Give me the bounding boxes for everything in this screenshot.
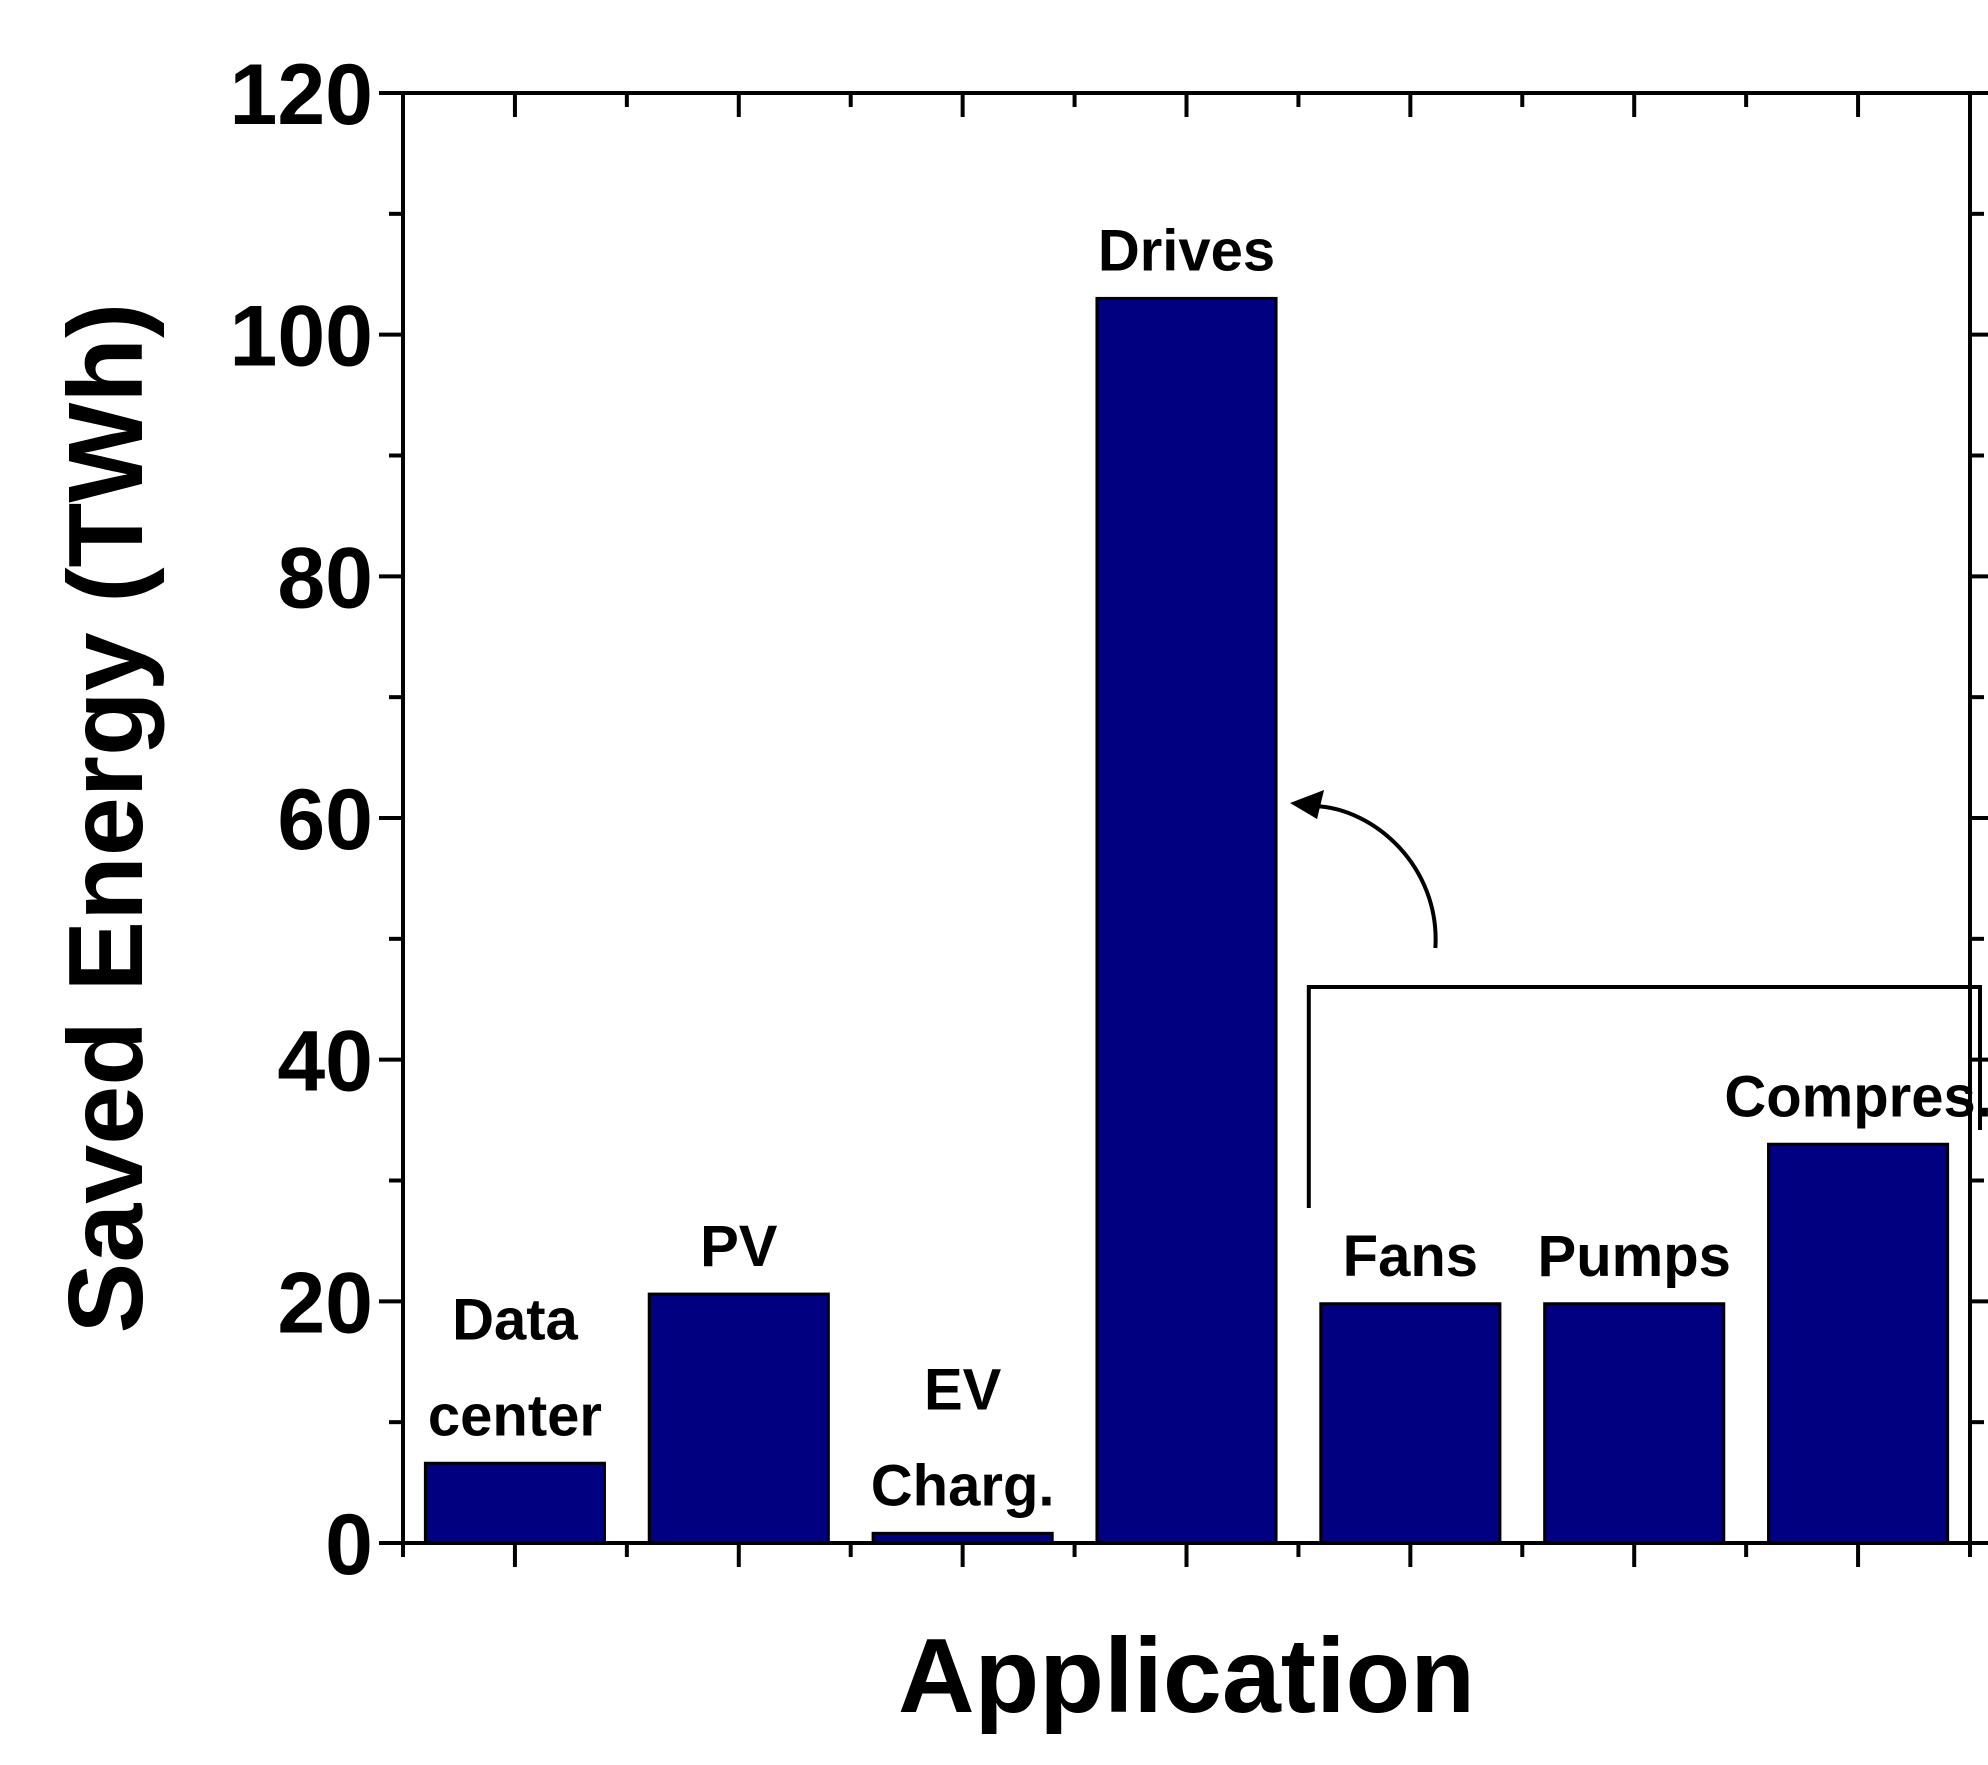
bars-layer (423, 296, 1950, 1545)
bar-fans (1319, 1302, 1502, 1545)
y-tick-label-80: 80 (277, 530, 373, 626)
bar-label-ev-charg-line-2: Charg. (871, 1453, 1055, 1518)
bar-drives (1095, 296, 1278, 1545)
bar-label-ev-charg-line-1: EV (924, 1357, 1002, 1422)
bar-label-pv: PV (700, 1214, 778, 1279)
bar-label-compres: Compres. (1724, 1064, 1988, 1129)
bar-label-pumps: Pumps (1538, 1224, 1731, 1289)
bar-label-fans: Fans (1343, 1224, 1478, 1289)
bar-compres (1767, 1142, 1950, 1545)
y-tick-label-20: 20 (277, 1255, 373, 1351)
bar-label-drives: Drives (1098, 218, 1275, 283)
y-tick-labels: 0 20 40 60 80 100 120 (230, 47, 374, 1593)
bar-pv (647, 1292, 830, 1545)
y-tick-label-60: 60 (277, 772, 373, 868)
ticks-layer (379, 91, 1988, 1567)
y-axis-title: Saved Energy (TWh) (47, 303, 165, 1334)
arrow-head (1290, 790, 1325, 819)
bar-label-data-center-line-2: center (428, 1383, 602, 1448)
y-tick-label-120: 120 (230, 47, 374, 143)
bar-data-center (423, 1461, 606, 1545)
bar-labels-layer: Data center PV EV Charg. Drives Fans Pumps Compr… (428, 218, 1988, 1518)
y-tick-label-100: 100 (230, 289, 374, 385)
y-tick-label-0: 0 (325, 1497, 373, 1593)
bracket-arrow (1313, 804, 1438, 949)
bar-label-data-center-line-1: Data (452, 1287, 578, 1352)
x-axis-title: Application (898, 1617, 1475, 1735)
bar-pumps (1543, 1302, 1726, 1545)
y-tick-label-40: 40 (277, 1014, 373, 1110)
